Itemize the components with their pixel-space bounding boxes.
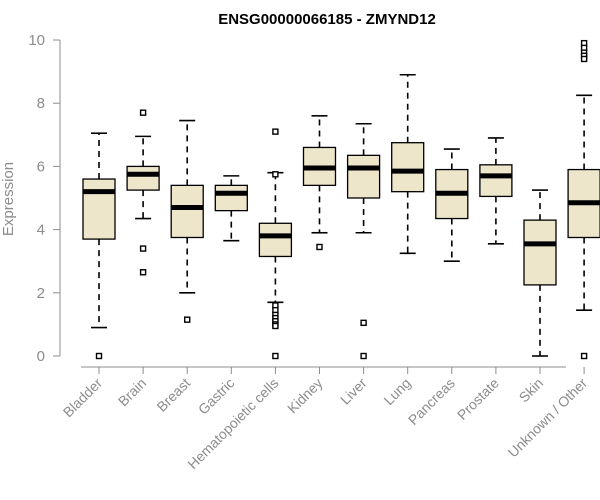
iqr-box <box>258 222 293 258</box>
chart-title: ENSG00000066185 - ZMYND12 <box>218 11 436 28</box>
iqr-box <box>126 165 160 191</box>
box-group <box>479 137 513 245</box>
y-tick-label: 6 <box>37 158 45 175</box>
outlier-point <box>183 316 191 323</box>
outlier-point <box>360 319 367 327</box>
y-tick-label: 8 <box>37 95 45 112</box>
box-group <box>126 109 160 276</box>
x-tick-label: Unknown / Other <box>505 375 591 461</box>
x-tick-label: Brain <box>115 375 149 409</box>
iqr-box <box>391 142 425 193</box>
iqr-box <box>214 184 248 212</box>
x-tick-label: Lung <box>380 375 413 408</box>
x-tick-label: Gastric <box>195 375 238 418</box>
outlier-point <box>139 109 147 116</box>
outlier-point <box>316 243 323 251</box>
box-group <box>435 148 469 263</box>
box-group <box>258 128 293 360</box>
x-tick-label: Kidney <box>284 375 326 417</box>
iqr-box <box>523 219 557 286</box>
outlier-point <box>139 269 147 276</box>
x-tick-label: Breast <box>153 375 193 415</box>
box-group <box>302 115 337 251</box>
box-group <box>567 39 600 360</box>
iqr-box <box>346 154 381 199</box>
outlier-point <box>360 352 367 360</box>
outlier-point <box>272 171 279 178</box>
iqr-box <box>82 178 116 240</box>
x-tick-label: Skin <box>516 375 547 406</box>
boxes-layer <box>82 39 600 360</box>
outlier-point <box>272 322 279 330</box>
outlier-point <box>95 352 103 360</box>
y-ticks: 0 2 4 6 8 10 <box>28 32 60 365</box>
iqr-box <box>170 184 204 239</box>
box-group <box>82 132 116 360</box>
y-tick-label: 4 <box>37 222 45 239</box>
outlier-point <box>580 352 588 360</box>
y-axis-label: Expression <box>0 162 17 236</box>
y-tick-label: 10 <box>28 32 45 49</box>
y-tick-label: 2 <box>37 285 45 302</box>
x-tick-label: Bladder <box>60 375 106 421</box>
outlier-point <box>139 245 147 252</box>
x-tick-label: Prostate <box>454 375 502 423</box>
x-tick-label: Liver <box>337 375 370 408</box>
outlier-point <box>272 352 279 360</box>
box-group <box>214 175 248 242</box>
y-tick-label: 0 <box>37 348 45 365</box>
box-group <box>523 189 557 357</box>
outlier-point <box>580 55 588 63</box>
box-group <box>391 73 425 255</box>
box-group <box>170 119 204 323</box>
x-tick-label: Pancreas <box>405 375 458 428</box>
iqr-box <box>479 164 513 198</box>
box-group <box>346 122 381 360</box>
outlier-point <box>272 128 279 135</box>
